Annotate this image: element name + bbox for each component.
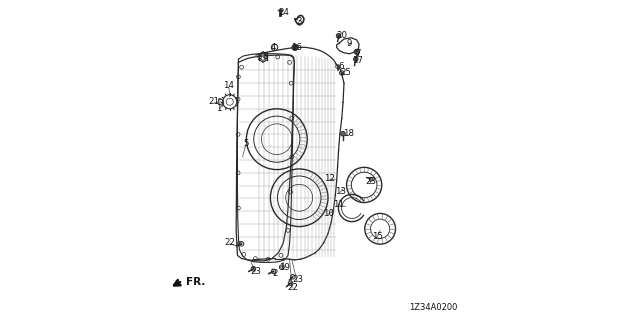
Circle shape bbox=[354, 57, 358, 61]
Text: 24: 24 bbox=[278, 8, 290, 17]
Text: 23: 23 bbox=[365, 177, 377, 186]
Text: 13: 13 bbox=[335, 187, 346, 196]
Text: 16: 16 bbox=[291, 43, 303, 52]
Text: 23: 23 bbox=[292, 276, 303, 284]
Text: 9: 9 bbox=[346, 39, 351, 48]
Text: 2: 2 bbox=[273, 269, 278, 278]
Text: 23: 23 bbox=[250, 267, 261, 276]
Text: 5: 5 bbox=[243, 139, 248, 148]
Text: 19: 19 bbox=[280, 263, 290, 272]
Text: 15: 15 bbox=[372, 232, 383, 241]
Text: 10: 10 bbox=[323, 209, 335, 218]
Text: 12: 12 bbox=[324, 174, 335, 183]
Text: 20: 20 bbox=[336, 31, 348, 40]
Text: 25: 25 bbox=[340, 68, 351, 77]
Circle shape bbox=[369, 177, 373, 181]
Text: 14: 14 bbox=[223, 81, 234, 90]
Text: 22: 22 bbox=[224, 238, 236, 247]
Text: 22: 22 bbox=[287, 283, 298, 292]
Text: 4: 4 bbox=[271, 43, 276, 52]
Circle shape bbox=[292, 44, 298, 51]
Text: 18: 18 bbox=[343, 129, 355, 138]
Text: 1: 1 bbox=[216, 104, 222, 113]
Text: 6: 6 bbox=[338, 62, 344, 71]
Text: 7: 7 bbox=[355, 49, 360, 58]
Circle shape bbox=[355, 49, 360, 54]
Text: 1Z34A0200: 1Z34A0200 bbox=[409, 303, 458, 312]
Text: 17: 17 bbox=[352, 56, 364, 65]
Circle shape bbox=[340, 132, 346, 136]
Text: FR.: FR. bbox=[186, 276, 205, 287]
Circle shape bbox=[337, 34, 341, 38]
Text: 3: 3 bbox=[296, 17, 302, 26]
Text: 8: 8 bbox=[263, 52, 268, 60]
Text: 21: 21 bbox=[208, 97, 220, 106]
Text: 11: 11 bbox=[333, 200, 344, 209]
